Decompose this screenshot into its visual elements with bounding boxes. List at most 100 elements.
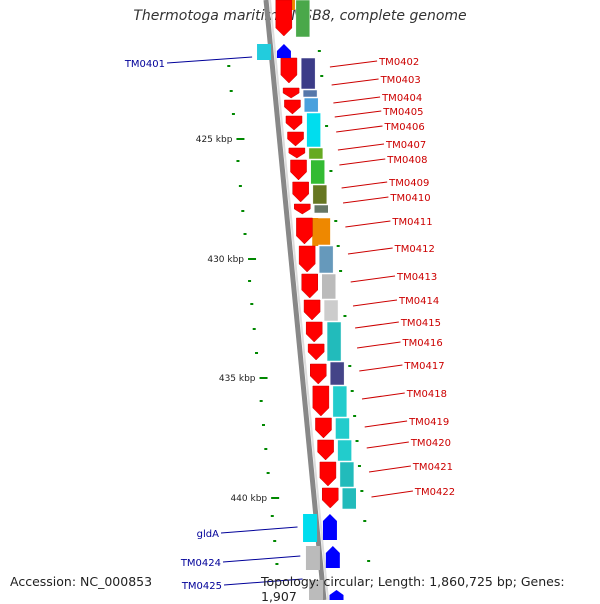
gene-label-tm0412: TM0412 xyxy=(394,244,435,255)
tick-mark xyxy=(363,520,367,522)
gene-label-tm0417: TM0417 xyxy=(403,361,444,372)
tick-mark xyxy=(227,65,231,67)
cog-block xyxy=(332,385,348,418)
gene-label-tm0411: TM0411 xyxy=(391,217,432,228)
gene-arrow-reverse xyxy=(280,57,298,84)
tick-mark xyxy=(357,465,361,467)
gene-arrow-reverse xyxy=(287,131,304,147)
tick-mark xyxy=(238,185,242,187)
gene-label-tm0405: TM0405 xyxy=(382,107,423,118)
cog-block xyxy=(312,184,328,205)
cog-block xyxy=(326,321,342,362)
gene-arrow-reverse xyxy=(275,0,293,37)
label-leader xyxy=(366,441,409,449)
label-leader xyxy=(334,110,382,118)
label-leader xyxy=(350,275,396,283)
cog-block xyxy=(295,0,311,38)
label-leader xyxy=(166,56,253,64)
label-leader xyxy=(331,78,379,86)
scale-tick xyxy=(236,138,245,140)
cog-block xyxy=(300,57,316,90)
tick-mark xyxy=(241,210,245,212)
gene-label-tm0404: TM0404 xyxy=(381,93,422,104)
gene-arrow-reverse xyxy=(294,203,311,215)
cog-block xyxy=(335,417,350,440)
gene-arrows xyxy=(257,0,344,600)
gene-label-tm0418: TM0418 xyxy=(406,389,447,400)
tick-mark xyxy=(248,280,252,282)
tick-mark xyxy=(336,245,340,247)
gene-label-tm0415: TM0415 xyxy=(400,318,441,329)
gene-label-tm0416: TM0416 xyxy=(402,338,443,349)
label-leader xyxy=(355,321,399,329)
label-leader xyxy=(342,196,389,204)
gene-label-tm0409: TM0409 xyxy=(388,178,429,189)
tick-mark xyxy=(243,233,247,235)
gene-label-tm0420: TM0420 xyxy=(410,438,451,449)
scale-label: 430 kbp xyxy=(207,255,244,265)
cog-block xyxy=(290,0,295,10)
cog-category-blocks xyxy=(290,0,357,510)
gene-label-glda: gldA xyxy=(197,529,219,540)
gene-arrow-reverse xyxy=(310,363,327,385)
cog-block xyxy=(339,461,355,488)
gene-label-tm0407: TM0407 xyxy=(385,140,426,151)
gene-arrow-reverse xyxy=(305,321,323,343)
tick-mark xyxy=(261,424,265,426)
scale-label: 425 kbp xyxy=(196,135,233,145)
gene-label-tm0421: TM0421 xyxy=(412,462,453,473)
label-leader xyxy=(359,364,403,372)
gene-arrow-reverse xyxy=(284,99,301,115)
gene-label-tm0406: TM0406 xyxy=(384,122,425,133)
cog-block xyxy=(337,439,352,462)
cog-block xyxy=(318,245,334,274)
gene-arrow-forward xyxy=(276,44,291,58)
cog-block xyxy=(316,217,331,246)
gene-arrow-reverse xyxy=(319,461,337,487)
gene-label-tm0425: TM0425 xyxy=(181,581,222,592)
label-leader xyxy=(356,341,401,349)
scale-ticks xyxy=(227,50,371,565)
label-leader xyxy=(347,247,393,255)
gene-label-tm0403: TM0403 xyxy=(380,75,421,86)
tick-mark xyxy=(343,315,347,317)
label-leader xyxy=(371,490,413,498)
label-leader xyxy=(223,578,303,586)
gene-arrow-reverse xyxy=(321,487,339,509)
gene-arrow-reverse xyxy=(317,439,334,461)
label-leader xyxy=(352,299,398,307)
cog-block xyxy=(310,159,325,185)
tick-mark xyxy=(334,220,338,222)
gene-label-tm0401: TM0401 xyxy=(124,59,165,70)
gene-arrow-reverse xyxy=(301,273,318,299)
tick-mark xyxy=(360,490,364,492)
cog-block xyxy=(305,546,320,570)
tick-mark xyxy=(317,50,321,52)
gene-arrow-reverse xyxy=(315,417,332,439)
tick-mark xyxy=(252,328,256,330)
tick-mark xyxy=(264,448,268,450)
label-leader xyxy=(329,60,378,68)
gene-label-tm0413: TM0413 xyxy=(396,272,437,283)
accession-text: Accession: NC_000853 xyxy=(10,574,153,589)
tick-mark xyxy=(348,365,352,367)
gene-arrow-forward xyxy=(322,514,337,540)
gene-label-tm0408: TM0408 xyxy=(386,155,427,166)
gene-label-tm0424: TM0424 xyxy=(180,558,221,569)
gene-label-tm0419: TM0419 xyxy=(408,417,449,428)
gene-arrow-reverse xyxy=(290,159,307,181)
scale-tick xyxy=(248,258,257,260)
tick-mark xyxy=(353,415,357,417)
label-leader xyxy=(361,392,405,400)
gene-arrow-reverse xyxy=(303,299,321,321)
gene-arrow-reverse xyxy=(312,385,330,417)
tick-mark xyxy=(329,170,333,172)
scale-tick xyxy=(271,497,280,499)
label-leader xyxy=(220,526,298,534)
gene-arrow-reverse xyxy=(307,343,325,361)
cog-block xyxy=(323,299,339,322)
genome-backbone xyxy=(263,0,329,600)
cog-block xyxy=(309,580,324,600)
backbone-line xyxy=(263,0,327,600)
